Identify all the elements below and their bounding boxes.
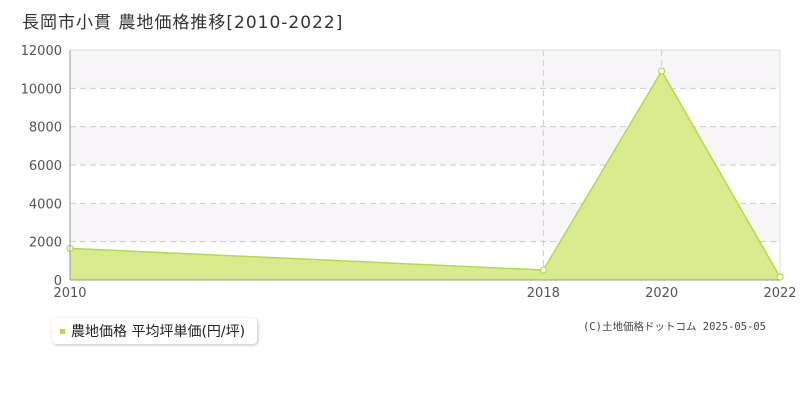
x-tick-label: 2010 — [53, 286, 86, 301]
data-point — [539, 266, 547, 274]
legend-label: 農地価格 平均坪単価(円/坪) — [71, 324, 246, 340]
y-tick-label: 0 — [54, 274, 62, 289]
y-tick-label: 2000 — [29, 236, 62, 251]
y-tick-label: 4000 — [29, 197, 62, 212]
series-area — [70, 71, 780, 280]
series-line — [69, 69, 781, 278]
area-chart: 0 2000 4000 6000 8000 10000 12000 2010 2018 2020 2… — [21, 44, 797, 301]
x-tick-label: 2022 — [763, 286, 796, 301]
legend-swatch — [60, 328, 65, 334]
y-tick-label: 12000 — [21, 44, 62, 59]
x-tick-label: 2020 — [645, 286, 678, 301]
x-tick-label: 2018 — [527, 286, 560, 301]
y-tick-label: 10000 — [21, 82, 62, 97]
y-tick-label: 8000 — [29, 121, 62, 136]
plot-band — [70, 50, 780, 89]
data-point — [776, 273, 784, 281]
data-point — [658, 67, 666, 75]
y-tick-label: 6000 — [29, 159, 62, 174]
legend: 農地価格 平均坪単価(円/坪) — [52, 318, 258, 344]
copyright-text: (C)土地価格ドットコム 2025-05-05 — [582, 321, 766, 333]
chart-title: 長岡市小貫 農地価格推移[2010-2022] — [22, 13, 344, 33]
